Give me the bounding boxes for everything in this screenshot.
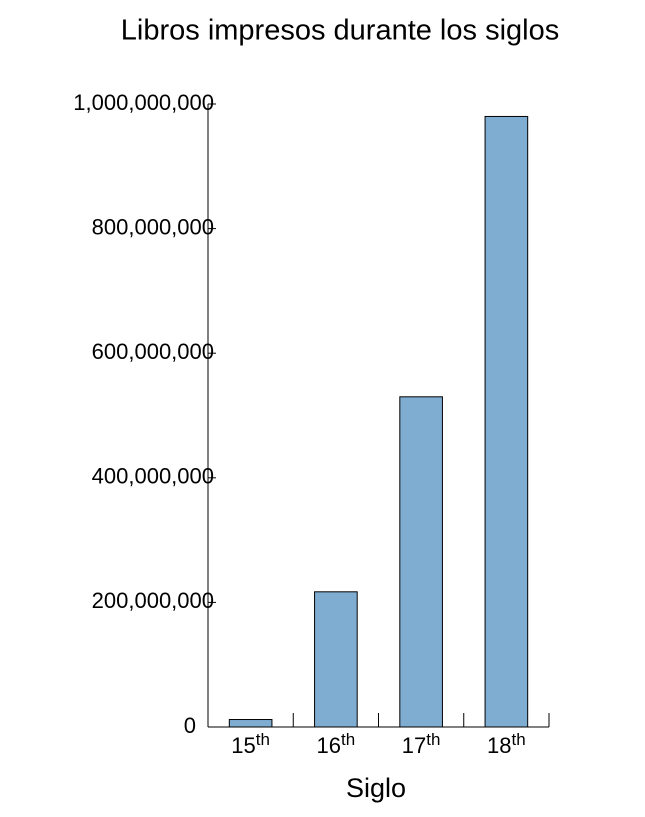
y-tick-label: 200,000,000	[92, 588, 214, 613]
y-tick-label: 400,000,000	[92, 464, 214, 489]
x-tick-label: 15th	[231, 730, 270, 757]
x-tick-label: 18th	[487, 730, 526, 757]
chart-title: Libros impresos durante los siglos	[121, 15, 559, 47]
bar	[228, 719, 273, 728]
y-tick-label: 0	[184, 713, 196, 738]
y-tick-label: 1,000,000,000	[73, 90, 214, 115]
x-axis-label: Siglo	[346, 773, 406, 803]
x-tick-label: 17th	[402, 730, 441, 757]
y-tick-label: 600,000,000	[92, 339, 214, 364]
y-tick-label: 800,000,000	[92, 214, 214, 239]
bar	[314, 591, 358, 728]
bar	[484, 115, 529, 728]
x-tick-label: 16th	[317, 730, 356, 757]
bar	[399, 396, 443, 728]
